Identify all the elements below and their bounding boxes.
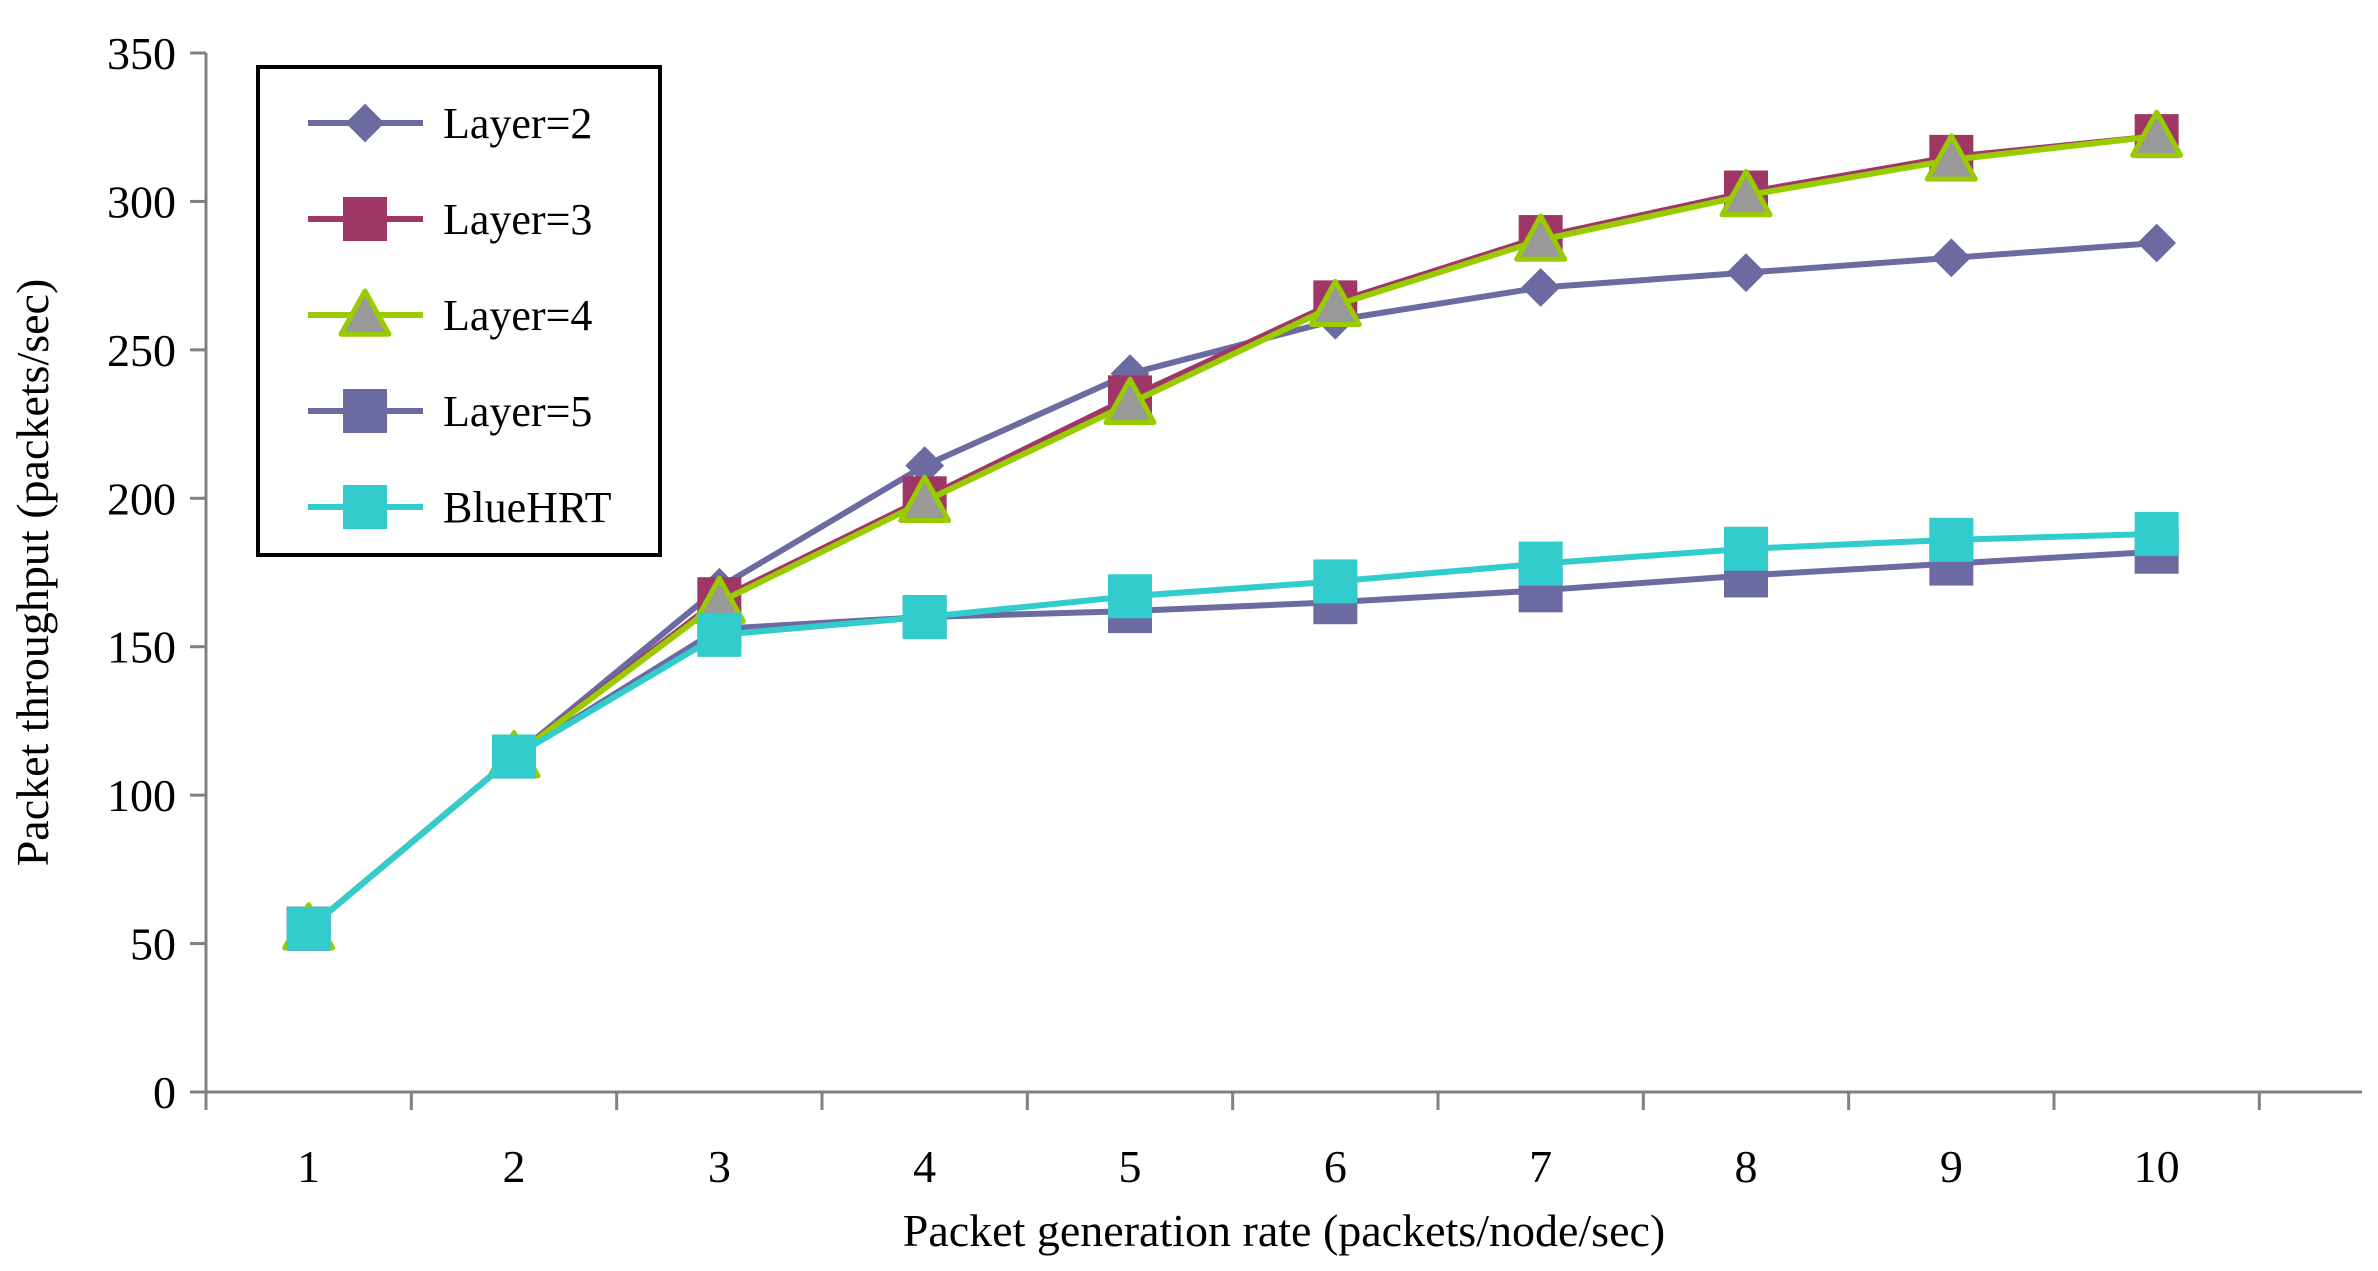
series-line [306,530,2157,932]
data-point [1724,526,1768,571]
y-tick-label: 100 [107,770,176,821]
x-tick-label: 9 [1940,1141,1963,1192]
legend-box [256,65,662,557]
y-tick-label: 300 [107,176,176,227]
data-point [1514,213,1568,262]
legend-entry: Layer=3 [308,195,592,244]
data-point [1103,376,1157,425]
y-tick-label: 350 [107,28,176,79]
x-tick-label: 6 [1324,1141,1347,1192]
data-point [1518,541,1563,586]
y-axis-title: Packet throughput (packets/sec) [7,279,58,867]
data-point [2134,511,2179,556]
legend-label: BlueHRT [443,483,612,532]
data-point [1308,278,1362,328]
axes: 0 50 100 150 200 250 300 350 1 2 3 4 5 6 7 8 9 10 [107,28,2362,1192]
y-tick-label: 250 [107,325,176,376]
data-point [898,474,952,523]
data-point [1108,574,1152,619]
data-point [1719,168,1773,218]
data-point [1313,559,1358,604]
data-point [2137,223,2177,263]
series-line [306,133,2158,932]
legend-marker [343,389,387,433]
series-line [306,548,2157,932]
x-tick-label: 7 [1529,1141,1552,1192]
legend-marker [343,485,387,529]
x-tick-label: 1 [297,1141,320,1192]
legend-entry: Layer=5 [308,387,592,436]
legend: Layer=2 Layer=3 Layer=4 Layer=5 BlueHRT [256,65,662,557]
legend-marker [338,288,392,337]
data-point [902,595,947,640]
x-tick-label: 2 [503,1141,526,1192]
legend-label: Layer=3 [443,195,592,244]
legend-marker [345,103,385,143]
plot-area [282,109,2184,951]
series-layer-5 [286,529,2179,951]
legend-label: Layer=5 [443,387,592,436]
x-tick-label: 5 [1119,1141,1142,1192]
x-tick-label: 4 [913,1141,936,1192]
data-point [286,906,331,951]
data-point [1726,253,1766,293]
legend-marker [343,197,387,241]
data-point [2130,109,2184,158]
legend-entry: Layer=2 [308,99,592,148]
data-point [492,734,536,779]
series-bluehrt [286,511,2179,951]
data-point [697,612,742,657]
y-tick-label: 150 [107,622,176,673]
x-tick-label: 8 [1735,1141,1758,1192]
y-tick-label: 200 [107,473,176,524]
legend-label: Layer=4 [443,291,592,340]
data-point [1924,133,1978,182]
data-point [1521,268,1561,307]
x-axis-title: Packet generation rate (packets/node/sec… [903,1205,1665,1256]
x-tick-label: 3 [708,1141,731,1192]
x-tick-label: 10 [2134,1141,2180,1192]
legend-entry: Layer=4 [308,288,592,340]
data-point [1929,517,1974,562]
legend-label: Layer=2 [443,99,592,148]
data-point [1931,238,1971,278]
y-tick-label: 50 [130,919,176,970]
legend-entry: BlueHRT [308,483,612,532]
y-tick-label: 0 [153,1067,176,1118]
